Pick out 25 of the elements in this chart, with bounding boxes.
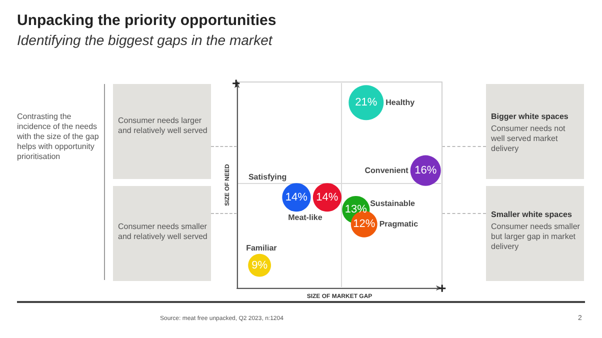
data-label: 12% <box>353 218 376 230</box>
data-label: 21% <box>355 96 378 109</box>
text: Unpacking the priority opportunities <box>17 12 276 30</box>
category-label: Convenient <box>364 166 409 176</box>
data-label: 13% <box>344 204 368 216</box>
category-label: Meat-like <box>288 213 323 222</box>
text: + <box>438 280 446 296</box>
category-label: Healthy <box>386 98 416 108</box>
text: Consumer needs smaller but larger gap in market delivery <box>491 222 581 252</box>
text: Smaller white spaces <box>491 210 573 220</box>
text: Consumer needs not well served market delivery <box>491 124 566 154</box>
category-label: Sustainable <box>370 198 416 208</box>
text: Bigger white spaces <box>491 112 570 122</box>
data-label: 14% <box>316 191 338 204</box>
category-label: Pragmatic <box>379 220 419 229</box>
data-label: 9% <box>252 259 268 272</box>
text: Consumer needs larger and relatively well served <box>118 116 208 136</box>
data-label: 14% <box>285 191 308 204</box>
text: Consumer needs smaller and relatively well served <box>118 222 208 242</box>
text: Contrasting the incidence of the needs with the size of the gap helps with opportunity prioritisation <box>17 112 100 162</box>
text: Identifying the biggest gaps in the market <box>17 31 272 49</box>
category-label: Familiar <box>246 243 277 252</box>
category-label: Satisfying <box>248 172 287 182</box>
data-label: 16% <box>414 164 437 177</box>
text: + <box>232 75 240 91</box>
